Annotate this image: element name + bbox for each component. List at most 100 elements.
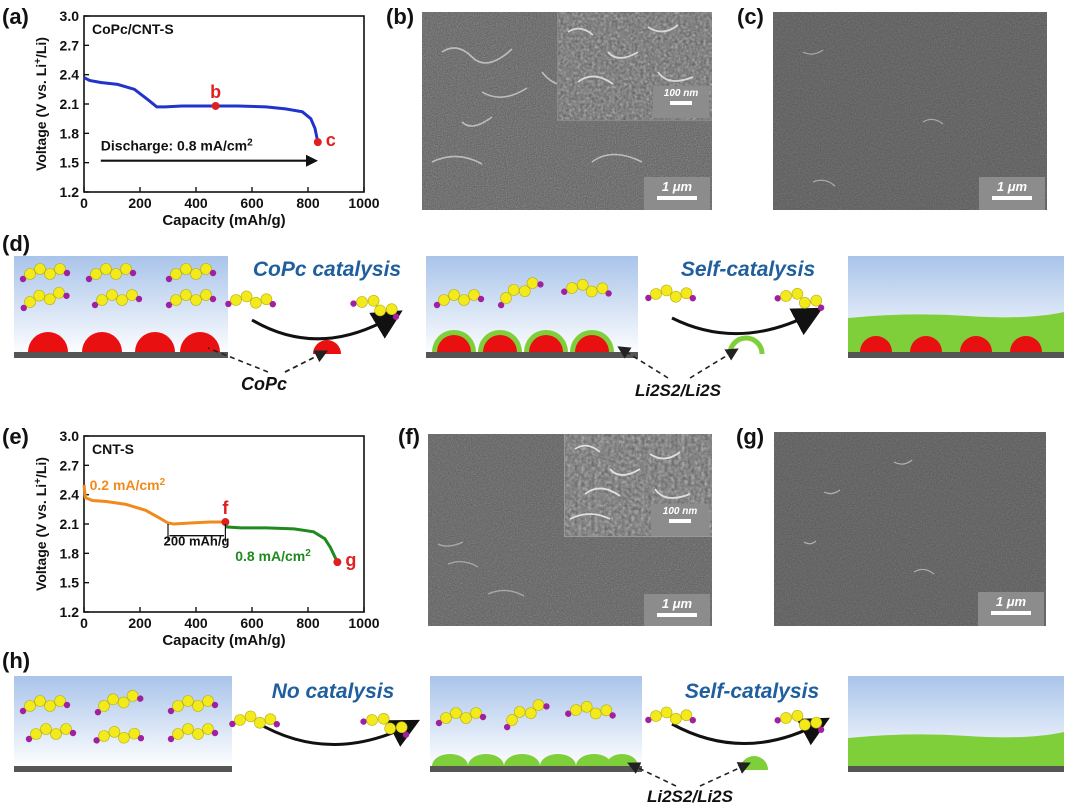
panel-label-h: (h) <box>2 648 31 673</box>
polysulfide-molecule <box>165 289 217 309</box>
li2s-film-continuous <box>848 732 1064 768</box>
substrate-3 <box>848 352 1064 358</box>
x-axis-label: Capacity (mAh/g) <box>162 632 285 649</box>
discharge-chart-cnt: 0 200 400 600 800 1000 1.2 1.5 1.8 2.1 2.4 2.7 3.0 Ca… <box>33 428 380 649</box>
sem-inset-f: 100 nm <box>564 434 712 537</box>
x-tick-label: 200 <box>128 615 152 631</box>
point-label: f <box>222 498 229 518</box>
polysulfide-molecule <box>19 695 71 715</box>
y-tick-label: 1.2 <box>60 184 80 200</box>
scheme-copc-catalysis: CoPc catalysis Self-catalysis CoPc Li2S2… <box>14 256 1064 400</box>
x-tick-label: 600 <box>240 615 264 631</box>
arrow-title-self-catalysis: Self-catalysis <box>681 258 815 281</box>
scale-bar-100nm: 100 nm <box>651 504 709 536</box>
polysulfide-molecule <box>774 709 825 733</box>
scale-label: 100 nm <box>663 88 699 99</box>
panel-label-d: (d) <box>2 231 31 256</box>
scale-bar-1um: 1 μm <box>979 177 1045 210</box>
scale-label: 1 μm <box>996 179 1028 194</box>
polysulfide-molecule <box>20 287 70 312</box>
scale-bar-100nm: 100 nm <box>653 86 709 118</box>
x-tick-label: 0 <box>80 195 88 211</box>
point-label: c <box>326 130 336 150</box>
x-tick-label: 0 <box>80 615 88 631</box>
arrow-title-self-catalysis: Self-catalysis <box>685 680 819 703</box>
polysulfide-molecule <box>225 290 276 309</box>
point-label: g <box>345 550 356 570</box>
scale-bar-1um: 1 μm <box>644 594 710 626</box>
scale-bar-1um: 1 μm <box>978 592 1044 626</box>
polysulfide-molecule <box>91 289 143 309</box>
polysulfide-molecule <box>85 263 137 283</box>
li2s-catalyst-icon <box>727 335 765 355</box>
polysulfide-molecule <box>561 279 612 298</box>
li2s-film-continuous <box>848 312 1064 354</box>
substrate-2 <box>430 766 642 772</box>
copc-particles <box>28 332 220 352</box>
x-tick-label: 600 <box>240 195 264 211</box>
y-tick-label: 2.4 <box>60 67 80 83</box>
y-axis-label: Voltage (V vs. Li+/Li) <box>33 37 50 171</box>
polysulfide-molecule <box>25 723 77 743</box>
x-tick-label: 400 <box>184 195 208 211</box>
polysulfide-molecule <box>167 723 219 743</box>
li2s-catalyst-icon <box>740 756 768 770</box>
panel-label-e: (e) <box>2 424 29 449</box>
panel-label-f: (f) <box>398 424 420 449</box>
sem-inset-b: 100 nm <box>557 12 712 121</box>
sem-image-g: 1 μm <box>774 432 1046 626</box>
y-tick-label: 2.7 <box>60 457 80 473</box>
polysulfide-molecule <box>94 690 144 716</box>
plot-frame <box>83 15 365 193</box>
polysulfide-molecule <box>167 695 219 715</box>
marker-point <box>221 518 230 527</box>
polysulfide-molecules <box>19 690 825 744</box>
polysulfide-molecule <box>497 277 544 309</box>
arrow-title-no-catalysis: No catalysis <box>272 680 395 703</box>
y-tick-label: 2.4 <box>60 487 80 503</box>
panel-label-b: (b) <box>386 4 415 29</box>
polysulfide-molecule <box>503 699 550 731</box>
sem-image-f: 100 nm 1 μm <box>428 434 712 626</box>
series-line <box>82 484 226 526</box>
x-tick-label: 1000 <box>348 195 379 211</box>
x-tick-label: 800 <box>296 615 320 631</box>
label-li2s2-li2s: Li2S2/Li2S <box>635 381 722 400</box>
y-tick-label: 2.1 <box>60 516 80 532</box>
point-label: b <box>210 82 221 102</box>
polysulfide-molecule <box>165 263 217 283</box>
polysulfide-molecule <box>93 726 145 744</box>
polysulfide-molecule <box>645 284 696 303</box>
x-tick-label: 1000 <box>348 615 379 631</box>
polysulfide-molecule <box>229 710 280 729</box>
x-tick-label: 200 <box>128 195 152 211</box>
y-tick-label: 1.5 <box>60 575 80 591</box>
sem-image-b: 100 nm 1 μm <box>422 12 712 210</box>
series-line <box>83 76 320 143</box>
series-label: 0.8 mA/cm2 <box>235 548 311 565</box>
polysulfide-molecule <box>565 701 616 720</box>
scale-label: 100 nm <box>662 506 698 517</box>
capacity-annotation: 200 mAh/g <box>164 534 230 549</box>
x-tick-label: 400 <box>184 615 208 631</box>
y-axis-label: Voltage (V vs. Li+/Li) <box>33 457 50 591</box>
polysulfide-molecules <box>19 263 825 320</box>
polysulfide-molecule <box>350 294 400 320</box>
polysulfide-molecule <box>435 707 487 727</box>
li2s-film-bumps <box>432 754 638 766</box>
scale-label: 1 μm <box>661 596 693 611</box>
arrow-title-copc-catalysis: CoPc catalysis <box>253 258 401 281</box>
copc-catalyst-icon <box>313 340 341 354</box>
chart-title: CNT-S <box>92 441 134 457</box>
marker-point <box>211 101 220 110</box>
x-tick-label: 800 <box>296 195 320 211</box>
scale-label: 1 μm <box>661 179 693 194</box>
polysulfide-molecule <box>774 287 825 311</box>
marker-point <box>313 138 322 147</box>
discharge-annotation: Discharge: 0.8 mA/cm2 <box>101 137 253 154</box>
y-tick-label: 1.5 <box>60 155 80 171</box>
y-tick-label: 2.7 <box>60 37 80 53</box>
panel-label-c: (c) <box>737 4 764 29</box>
polysulfide-molecule <box>19 263 71 283</box>
y-tick-label: 3.0 <box>60 428 80 444</box>
